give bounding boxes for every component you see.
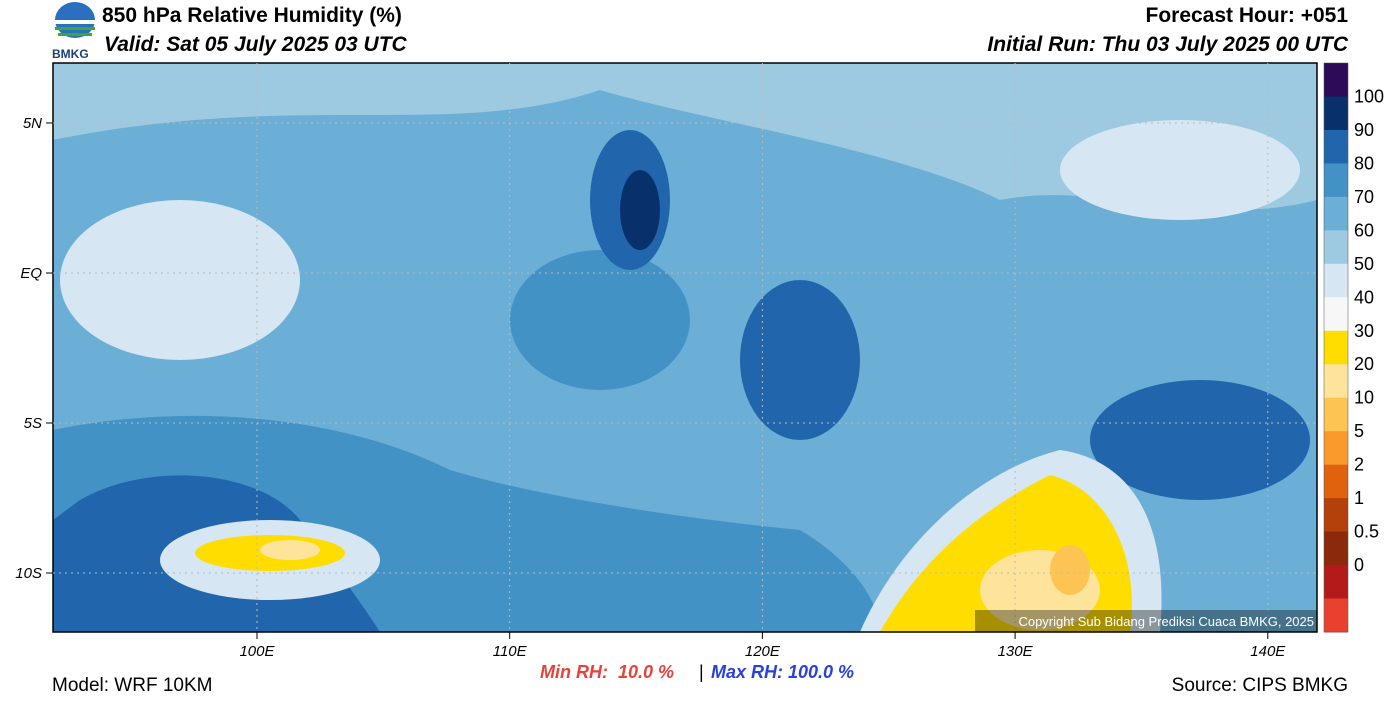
colorbar-segment xyxy=(1324,297,1348,332)
separator: | xyxy=(699,662,704,682)
colorbar: 100 90 80 70 60 50 40 30 20 10 5 2 1 0.5 0 xyxy=(1323,62,1384,633)
colorbar-frame xyxy=(1323,62,1349,633)
copyright-box xyxy=(975,610,1317,632)
graticule xyxy=(46,63,1317,639)
lon-label: 130E xyxy=(998,643,1034,660)
colorbar-segment xyxy=(1324,598,1348,633)
colorbar-label: 80 xyxy=(1354,153,1374,173)
map-frame xyxy=(52,62,1318,633)
colorbar-label: 5 xyxy=(1354,421,1364,441)
colorbar-segment xyxy=(1324,364,1348,399)
colorbar-label: 0.5 xyxy=(1354,522,1379,542)
colorbar-label: 50 xyxy=(1354,254,1374,274)
colorbar-segment xyxy=(1324,431,1348,466)
colorbar-label: 10 xyxy=(1354,388,1374,408)
lon-label: 120E xyxy=(745,643,781,660)
lat-label: 5N xyxy=(23,115,42,132)
colorbar-label: 100 xyxy=(1354,86,1384,106)
title: 850 hPa Relative Humidity (%) xyxy=(102,4,402,27)
colorbar-segment xyxy=(1324,263,1348,298)
initial-run: Initial Run: Thu 03 July 2025 00 UTC xyxy=(987,33,1348,56)
colorbar-label: 70 xyxy=(1354,187,1374,207)
colorbar-segment xyxy=(1324,63,1348,97)
colorbar-segment xyxy=(1324,129,1348,164)
lat-label: 10S xyxy=(15,565,42,582)
valid-time: Valid: Sat 05 July 2025 03 UTC xyxy=(104,33,408,56)
source: Source: CIPS BMKG xyxy=(1172,675,1348,696)
logo-text: BMKG xyxy=(52,47,89,61)
colorbar-segment xyxy=(1324,196,1348,231)
colorbar-label: 20 xyxy=(1354,354,1374,374)
lon-label: 110E xyxy=(493,643,528,660)
forecast-hour: Forecast Hour: +051 xyxy=(1146,4,1349,27)
copyright: Copyright Sub Bidang Prediksi Cuaca BMKG… xyxy=(1018,614,1314,629)
colorbar-segment xyxy=(1324,397,1348,432)
colorbar-label: 2 xyxy=(1354,455,1364,475)
lat-label: EQ xyxy=(20,265,42,282)
colorbar-label: 1 xyxy=(1354,488,1364,508)
colorbar-segment xyxy=(1324,565,1348,600)
colorbar-label: 40 xyxy=(1354,287,1374,307)
colorbar-segment xyxy=(1324,230,1348,265)
map-field xyxy=(53,63,1317,632)
colorbar-segment xyxy=(1324,96,1348,131)
lon-label: 140E xyxy=(1250,643,1286,660)
colorbar-segment xyxy=(1324,464,1348,499)
max-rh: Max RH: 100.0 % xyxy=(711,662,854,682)
logo: BMKG xyxy=(52,2,95,61)
colorbar-label: 60 xyxy=(1354,220,1374,240)
min-rh: Min RH: 10.0 % xyxy=(540,662,674,682)
colorbar-label: 90 xyxy=(1354,120,1374,140)
colorbar-label: 0 xyxy=(1354,555,1364,575)
lat-label: 5S xyxy=(24,415,42,432)
colorbar-segment xyxy=(1324,498,1348,533)
colorbar-segment xyxy=(1324,531,1348,566)
colorbar-segment xyxy=(1324,330,1348,365)
lon-label: 100E xyxy=(239,643,275,660)
colorbar-segment xyxy=(1324,163,1348,198)
model: Model: WRF 10KM xyxy=(52,675,212,696)
colorbar-label: 30 xyxy=(1354,321,1374,341)
